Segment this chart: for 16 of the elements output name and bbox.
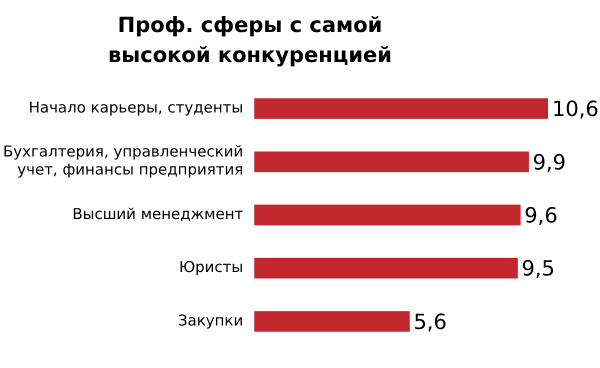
bar <box>254 151 529 172</box>
data-label: 9,6 <box>524 203 558 228</box>
chart-title: Проф. сферы с самой высокой конкуренцией <box>106 12 393 69</box>
y-tick-label: Высший менеджмент <box>72 204 244 223</box>
bar <box>254 258 518 279</box>
data-label: 9,9 <box>532 150 566 174</box>
y-tick-label: Начало карьеры, студенты <box>28 98 244 116</box>
data-label: 5,6 <box>413 310 447 334</box>
data-label: 10,6 <box>552 97 599 122</box>
bar <box>254 98 548 119</box>
data-label: 9,5 <box>522 256 555 281</box>
bar <box>254 204 521 226</box>
y-tick-label: Бухгалтерия, управленческий учет, финансы предприятия <box>2 142 244 179</box>
y-tick-label: Юристы <box>178 258 244 276</box>
bar <box>254 311 410 332</box>
y-tick-label: Закупки <box>178 311 244 330</box>
